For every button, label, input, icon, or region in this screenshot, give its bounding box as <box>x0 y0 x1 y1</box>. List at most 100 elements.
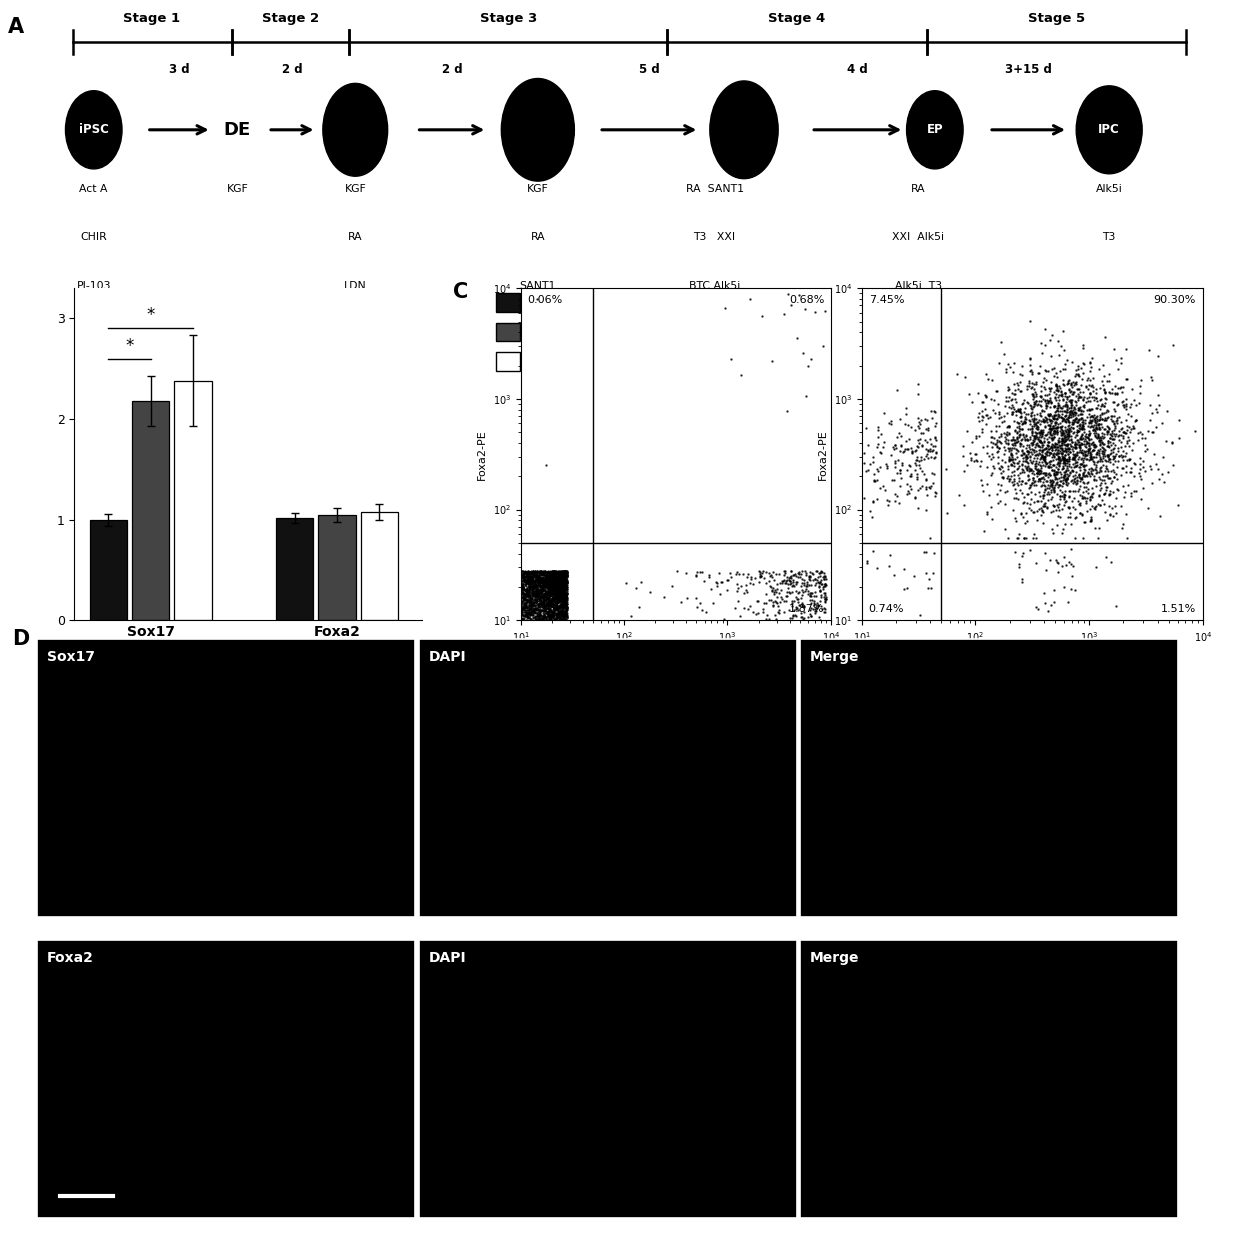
Point <box>520 571 539 591</box>
Point <box>769 600 789 620</box>
Point <box>553 591 573 611</box>
Point <box>554 576 574 596</box>
Point <box>551 570 570 590</box>
Point <box>521 573 541 593</box>
Point <box>1030 413 1050 434</box>
Point <box>1008 401 1028 421</box>
Point <box>522 594 542 614</box>
Point <box>1086 447 1106 467</box>
Point <box>517 580 537 600</box>
Point <box>1013 451 1033 471</box>
Point <box>1058 426 1078 446</box>
Point <box>520 573 539 593</box>
Point <box>1090 413 1110 434</box>
Point <box>1009 407 1029 427</box>
Point <box>557 571 577 591</box>
Point <box>526 569 546 589</box>
Point <box>513 588 533 608</box>
Point <box>522 585 542 605</box>
Point <box>1040 442 1060 462</box>
Point <box>531 576 551 596</box>
Point <box>551 571 570 591</box>
Point <box>536 608 556 628</box>
Point <box>1033 411 1053 431</box>
Point <box>1066 421 1086 441</box>
Point <box>529 604 549 624</box>
Point <box>1148 460 1168 480</box>
Point <box>520 591 539 611</box>
Point <box>986 434 1006 454</box>
Point <box>517 563 537 583</box>
Point <box>520 581 539 601</box>
Point <box>523 575 543 595</box>
Point <box>693 561 713 581</box>
Point <box>1028 412 1048 432</box>
Point <box>533 591 553 611</box>
Point <box>1081 411 1101 431</box>
Point <box>787 589 807 609</box>
Point <box>531 575 551 595</box>
Point <box>924 474 944 494</box>
Point <box>1073 353 1092 373</box>
Point <box>533 561 553 581</box>
Point <box>529 568 549 588</box>
Point <box>1070 502 1090 523</box>
Point <box>1071 469 1091 489</box>
Point <box>1097 407 1117 427</box>
Point <box>552 609 572 629</box>
Point <box>518 588 538 608</box>
Point <box>1094 437 1114 457</box>
Point <box>532 568 552 588</box>
Point <box>533 595 553 615</box>
Point <box>1073 382 1092 402</box>
Point <box>918 485 937 505</box>
Point <box>537 606 557 626</box>
Point <box>512 566 532 586</box>
Point <box>554 606 574 626</box>
Point <box>1019 348 1039 368</box>
Point <box>513 569 533 589</box>
Point <box>1001 430 1021 450</box>
Point <box>516 588 536 608</box>
Point <box>1126 410 1146 430</box>
Point <box>525 590 544 610</box>
Point <box>1090 417 1110 437</box>
Point <box>1074 460 1094 480</box>
Point <box>534 598 554 618</box>
Point <box>1061 373 1081 393</box>
Point <box>517 583 537 603</box>
Point <box>1095 327 1115 347</box>
Point <box>1065 447 1085 467</box>
Point <box>516 605 536 625</box>
Point <box>512 609 532 629</box>
Point <box>551 594 570 614</box>
Point <box>1002 383 1022 403</box>
Point <box>1054 401 1074 421</box>
Point <box>1107 383 1127 403</box>
Point <box>544 566 564 586</box>
Point <box>816 301 836 321</box>
Point <box>1021 460 1040 480</box>
Point <box>1084 454 1104 474</box>
Point <box>1053 421 1073 441</box>
Point <box>779 284 799 304</box>
Point <box>543 589 563 609</box>
Point <box>546 570 565 590</box>
Point <box>779 581 799 601</box>
Point <box>1085 446 1105 466</box>
Point <box>551 578 570 598</box>
Point <box>991 424 1011 444</box>
Point <box>1055 420 1075 440</box>
Point <box>527 561 547 581</box>
Point <box>1070 476 1090 496</box>
Point <box>536 583 556 603</box>
Point <box>1004 480 1024 500</box>
Point <box>961 450 981 470</box>
Point <box>525 601 544 621</box>
Point <box>549 566 569 586</box>
Point <box>538 593 558 613</box>
Point <box>1086 387 1106 407</box>
Point <box>544 571 564 591</box>
Point <box>554 600 574 620</box>
Point <box>863 491 883 511</box>
